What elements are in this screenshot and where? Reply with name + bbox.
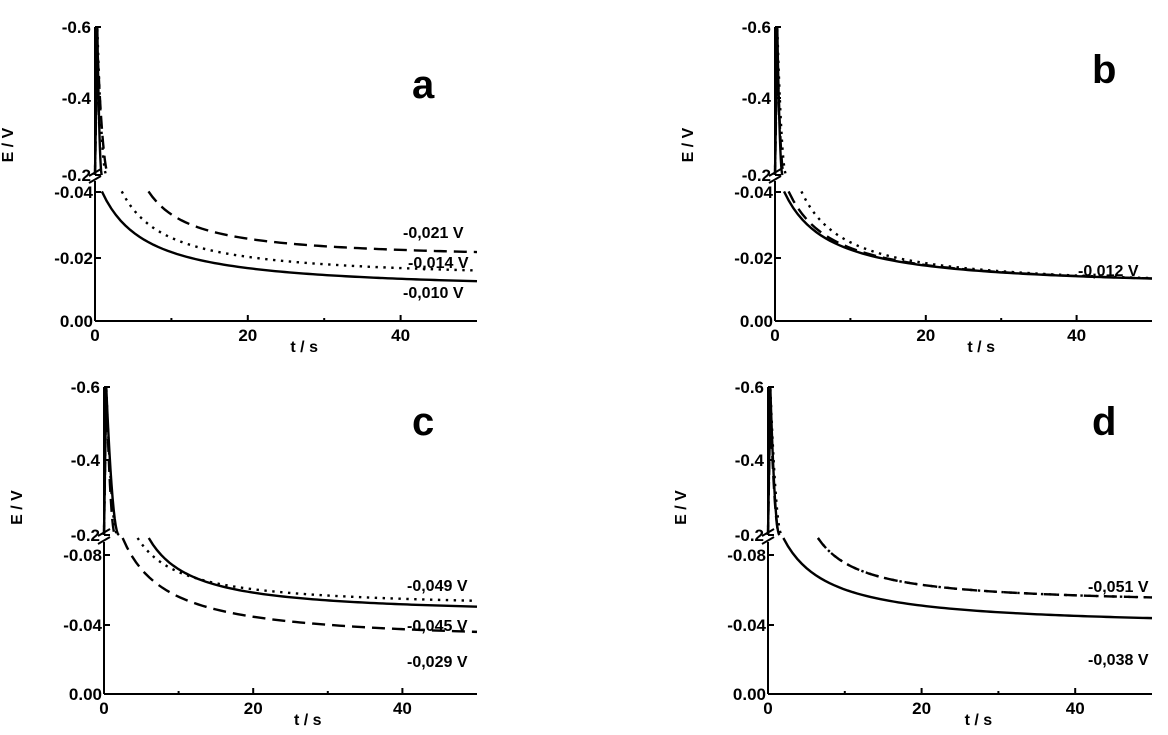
- curve-upper-dashed: [102, 386, 117, 536]
- y-tick-label: 0.00: [69, 685, 102, 704]
- curve-lower-solid: [100, 190, 478, 283]
- x-tick-label: 0: [763, 699, 772, 718]
- x-axis-title: t / s: [967, 339, 995, 356]
- curve-lower-dashed: [816, 537, 1153, 599]
- curve-lower-dashed: [121, 537, 478, 634]
- y-tick-label: 0.00: [740, 312, 773, 331]
- series-end-label: -0,049 V: [407, 578, 468, 595]
- y-tick-label: -0.02: [734, 249, 773, 268]
- series-end-label: -0,014 V: [408, 255, 469, 272]
- series-end-label: -0,029 V: [407, 654, 468, 671]
- y-tick-label: -0.04: [63, 616, 102, 635]
- y-tick-label: -0.4: [62, 89, 92, 108]
- x-tick-label: 40: [1067, 326, 1086, 345]
- x-tick-label: 20: [912, 699, 931, 718]
- y-tick-label: -0.2: [742, 166, 771, 185]
- y-tick-label: -0.2: [71, 526, 100, 545]
- y-axis-title: E / V: [673, 490, 690, 525]
- y-tick-label: -0.6: [735, 378, 764, 397]
- y-tick-label: -0.08: [727, 546, 766, 565]
- panel-letter: d: [1092, 400, 1116, 444]
- series-end-label: -0,010 V: [403, 285, 464, 302]
- series-dotted: -0,049 V: [102, 386, 478, 602]
- series-dashed: -0,021 V: [93, 45, 478, 254]
- curve-lower-dashed: [147, 190, 478, 254]
- x-axis-title: t / s: [294, 712, 322, 729]
- y-tick-label: -0.6: [71, 378, 100, 397]
- x-tick-label: 20: [916, 326, 935, 345]
- x-tick-label: 0: [770, 326, 779, 345]
- x-tick-label: 20: [238, 326, 257, 345]
- x-tick-label: 20: [244, 699, 263, 718]
- y-tick-label: -0.6: [742, 18, 771, 37]
- curve-lower-solid: [147, 537, 478, 608]
- y-tick-label: -0.2: [735, 526, 764, 545]
- series-end-label: -0,038 V: [1088, 652, 1149, 669]
- chart-panel-b: 0 20 40 t / s 0.00 -0.02 -0.04-0.2 -0.4 -0.6 E / …: [680, 18, 1153, 356]
- y-tick-label: -0.4: [742, 89, 772, 108]
- y-tick-label: -0.04: [734, 183, 773, 202]
- y-tick-label: -0.6: [62, 18, 91, 37]
- x-axis-title: t / s: [290, 339, 318, 356]
- y-tick-label: -0.4: [735, 451, 765, 470]
- curve-lower-dotted: [120, 190, 478, 272]
- chart-panel-a: 0 20 40 t / s 0.00 -0.02 -0.04-0.2 -0.4 -0.6 E / …: [0, 18, 478, 356]
- y-tick-label: -0.08: [63, 546, 102, 565]
- y-tick-label: -0.04: [54, 183, 93, 202]
- series-dashed: -0,029 V: [102, 386, 478, 671]
- x-tick-label: 40: [1066, 699, 1085, 718]
- y-tick-label: -0.04: [727, 616, 766, 635]
- series-end-label: -0,021 V: [403, 225, 464, 242]
- curve-upper-dashed: [766, 405, 781, 536]
- series-dashed: [766, 405, 1153, 599]
- panel-letter: c: [412, 400, 434, 444]
- y-tick-label: -0.4: [71, 451, 101, 470]
- x-tick-label: 40: [393, 699, 412, 718]
- x-tick-label: 40: [391, 326, 410, 345]
- curve-upper-dashed: [93, 45, 110, 176]
- y-tick-label: 0.00: [733, 685, 766, 704]
- series-dashed: [773, 45, 1153, 280]
- y-axis-title: E / V: [680, 127, 697, 162]
- series-end-label: -0,051 V: [1088, 579, 1149, 596]
- curve-upper-dotted: [102, 386, 119, 536]
- y-axis-title: E / V: [9, 490, 26, 525]
- curve-upper-dashed: [773, 45, 786, 176]
- x-tick-label: 0: [99, 699, 108, 718]
- panel-letter: b: [1092, 48, 1116, 92]
- x-axis-title: t / s: [965, 712, 993, 729]
- chart-panel-c: 0 20 40 t / s 0.00 -0.04 -0.08-0.2 -0.4 -0.6 E / …: [9, 378, 478, 729]
- x-tick-label: 0: [90, 326, 99, 345]
- panel-letter: a: [412, 63, 435, 107]
- curve-upper-dotted: [766, 386, 783, 536]
- curve-lower-solid: [782, 537, 1153, 620]
- curve-lower-dashed: [787, 190, 1153, 280]
- y-tick-label: 0.00: [60, 312, 93, 331]
- chart-panel-d: 0 20 40 t / s 0.00 -0.04 -0.08-0.2 -0.4 -0.6 E / …: [673, 378, 1153, 729]
- y-tick-label: -0.2: [62, 166, 91, 185]
- y-axis-title: E / V: [0, 127, 17, 162]
- y-tick-label: -0.02: [54, 249, 93, 268]
